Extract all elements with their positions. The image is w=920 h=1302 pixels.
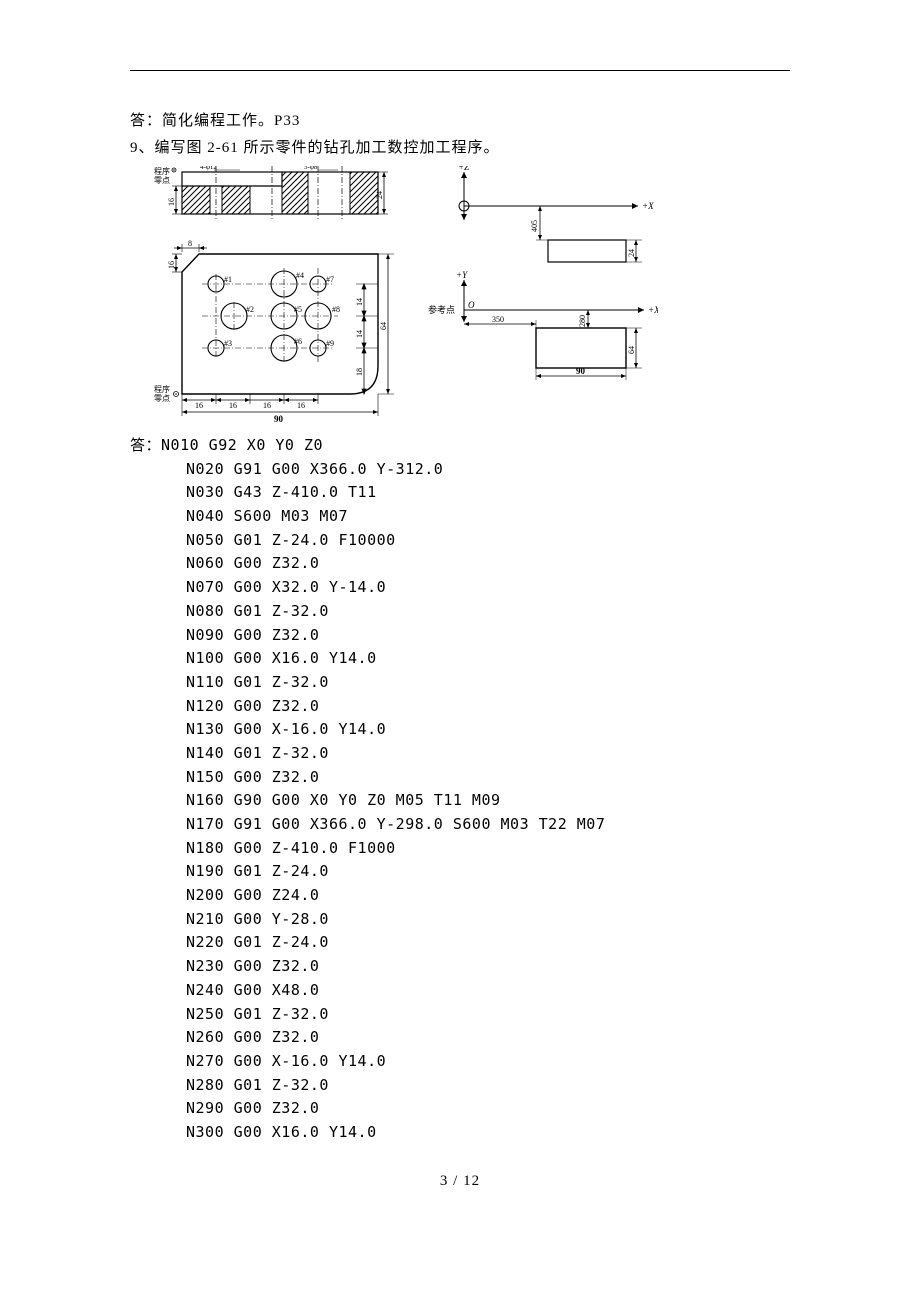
svg-text:280: 280	[578, 315, 587, 327]
code-line: N190 G01 Z-24.0	[186, 860, 790, 884]
svg-text:16: 16	[263, 401, 271, 410]
svg-text:#2: #2	[246, 305, 254, 314]
origin-label-bot: 程序	[154, 384, 170, 394]
svg-text:#4: #4	[296, 271, 304, 280]
svg-text:90: 90	[576, 366, 586, 376]
svg-text:+Z: +Z	[458, 166, 470, 172]
answer-a-line: 答：简化编程工作。P33	[130, 109, 790, 133]
body-text: 答：简化编程工作。P33 9、编写图 2-61 所示零件的钻孔加工数控加工程序。	[130, 109, 790, 160]
svg-text:24: 24	[627, 249, 636, 257]
svg-text:16: 16	[167, 261, 176, 269]
code-label: 答：	[130, 436, 161, 454]
svg-text:#3: #3	[224, 339, 232, 348]
svg-text:14: 14	[355, 330, 364, 338]
code-line: N260 G00 Z32.0	[186, 1026, 790, 1050]
code-line: N160 G90 G00 X0 Y0 Z0 M05 T11 M09	[186, 789, 790, 813]
origin-label-top2: 零点	[154, 176, 170, 185]
figure-left: 程序 零点	[154, 166, 402, 424]
code-line: N230 G00 Z32.0	[186, 955, 790, 979]
code-line: N180 G00 Z-410.0 F1000	[186, 837, 790, 861]
code-line: N100 G00 X16.0 Y14.0	[186, 647, 790, 671]
code-line: N080 G01 Z-32.0	[186, 600, 790, 624]
svg-text:64: 64	[627, 346, 636, 354]
code-line: N030 G43 Z-410.0 T11	[186, 481, 790, 505]
svg-text:+X: +X	[648, 305, 658, 315]
svg-text:405: 405	[530, 220, 539, 232]
code-line-0: 答：N010 G92 X0 Y0 Z0	[130, 434, 790, 458]
document-page: 答：简化编程工作。P33 9、编写图 2-61 所示零件的钻孔加工数控加工程序。…	[0, 0, 920, 1230]
left-bottom-view: 8 16	[154, 239, 394, 424]
question-9-line: 9、编写图 2-61 所示零件的钻孔加工数控加工程序。	[130, 136, 790, 160]
code-line: N060 G00 Z32.0	[186, 552, 790, 576]
header-rule	[130, 70, 790, 71]
svg-text:24: 24	[375, 191, 384, 199]
code-line: N170 G91 G00 X366.0 Y-298.0 S600 M03 T22…	[186, 813, 790, 837]
svg-text:#5: #5	[294, 305, 302, 314]
code-line: N200 G00 Z24.0	[186, 884, 790, 908]
svg-text:#8: #8	[332, 305, 340, 314]
code-line: N110 G01 Z-32.0	[186, 671, 790, 695]
svg-text:90: 90	[274, 414, 284, 424]
svg-text:#6: #6	[294, 337, 302, 346]
code-line: N210 G00 Y-28.0	[186, 908, 790, 932]
code-line: N040 S600 M03 M07	[186, 505, 790, 529]
code-block: 答：N010 G92 X0 Y0 Z0 N020 G91 G00 X366.0 …	[130, 434, 790, 1145]
svg-text:+X: +X	[642, 201, 654, 211]
svg-text:18: 18	[355, 368, 364, 376]
origin-label-bot2: 零点	[154, 394, 170, 403]
code-line: N090 G00 Z32.0	[186, 624, 790, 648]
left-top-view: 程序 零点	[154, 166, 388, 220]
code-line: N270 G00 X-16.0 Y14.0	[186, 1050, 790, 1074]
dim-16-top: 16	[167, 186, 182, 214]
svg-text:16: 16	[229, 401, 237, 410]
right-upper: +X +Z 405	[458, 166, 654, 262]
code-line: N070 G00 X32.0 Y-14.0	[186, 576, 790, 600]
svg-text:#7: #7	[326, 275, 334, 284]
origin-label-top: 程序	[154, 166, 170, 176]
svg-text:8: 8	[188, 239, 192, 248]
code-line: N130 G00 X-16.0 Y14.0	[186, 718, 790, 742]
code-line: N220 G01 Z-24.0	[186, 931, 790, 955]
figure-right: +X +Z 405	[428, 166, 658, 386]
svg-text:#9: #9	[326, 339, 334, 348]
code-line: N240 G00 X48.0	[186, 979, 790, 1003]
svg-text:+Y: +Y	[456, 270, 468, 280]
code-line: N150 G00 Z32.0	[186, 766, 790, 790]
code-line: N280 G01 Z-32.0	[186, 1074, 790, 1098]
callout-d8: 5-φ8	[304, 166, 318, 171]
svg-text:64: 64	[379, 322, 388, 330]
figures-row: 程序 零点	[154, 166, 790, 424]
code-line: N290 G00 Z32.0	[186, 1097, 790, 1121]
code-line: N140 G01 Z-32.0	[186, 742, 790, 766]
code-line: N120 G00 Z32.0	[186, 695, 790, 719]
right-lower: +X +Y 参考点 O 350	[428, 270, 658, 380]
page-number: 3 / 12	[130, 1173, 790, 1190]
svg-text:16: 16	[195, 401, 203, 410]
svg-text:16: 16	[167, 198, 176, 206]
svg-text:14: 14	[355, 298, 364, 306]
svg-text:16: 16	[297, 401, 305, 410]
code-line: N050 G01 Z-24.0 F10000	[186, 529, 790, 553]
code-line: N020 G91 G00 X366.0 Y-312.0	[186, 458, 790, 482]
code-line: N250 G01 Z-32.0	[186, 1003, 790, 1027]
svg-text:350: 350	[492, 315, 504, 324]
origin-o: O	[468, 300, 475, 310]
ref-point-label: 参考点	[428, 304, 455, 315]
code-line: N300 G00 X16.0 Y14.0	[186, 1121, 790, 1145]
svg-text:#1: #1	[224, 275, 232, 284]
